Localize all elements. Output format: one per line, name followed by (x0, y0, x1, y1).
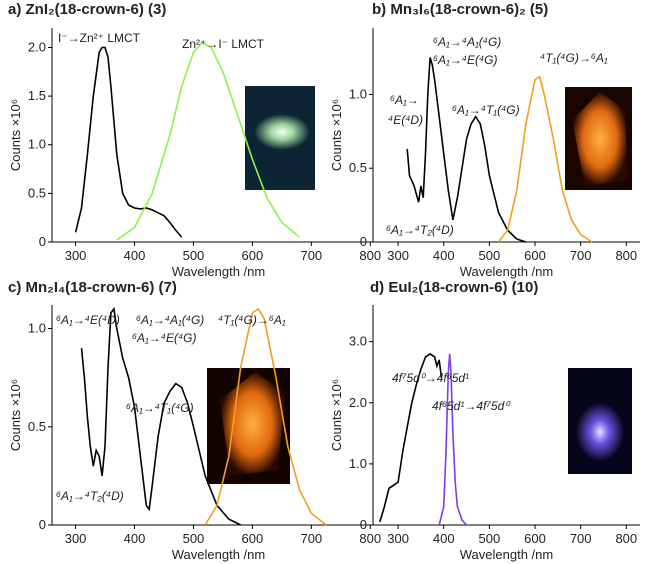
x-tick-label: 500 (183, 248, 205, 263)
x-tick-label: 300 (65, 248, 87, 263)
annotation: ⁶A₁→⁴E(⁴D) (56, 313, 120, 327)
x-tick-label: 700 (570, 248, 592, 263)
x-tick-label: 300 (65, 531, 87, 546)
annotation: Zn²⁺→I⁻ LMCT (182, 37, 265, 51)
x-tick-label: 700 (300, 531, 322, 546)
annotation: ⁶A₁→⁴T₂(⁴D) (56, 489, 124, 503)
y-tick-label: 0.5 (28, 185, 46, 200)
annotation: ⁶A₁→⁴T₁(⁴G) (452, 103, 520, 117)
annotation: ⁶A₁→⁴A₁(⁴G) (433, 35, 501, 49)
y-tick-label: 1.0 (349, 86, 367, 101)
spectrum-line (438, 353, 468, 526)
x-tick-label: 300 (387, 248, 409, 263)
y-tick-label: 0 (39, 517, 46, 532)
x-tick-label: 400 (433, 248, 455, 263)
annotation: 4f⁶5d¹→4f⁷5d⁰ (432, 399, 511, 413)
x-tick-label: 700 (300, 248, 322, 263)
annotation: I⁻→Zn²⁺ LMCT (58, 31, 141, 45)
y-tick-label: 3.0 (349, 334, 367, 349)
y-tick-label: 1.0 (28, 137, 46, 152)
x-tick-label: 700 (570, 531, 592, 546)
y-tick-label: 0 (360, 234, 367, 249)
x-tick-label: 600 (524, 531, 546, 546)
x-tick-label: 800 (615, 248, 637, 263)
photo-glow (572, 92, 628, 186)
x-axis-label: Wavelength /nm (460, 547, 553, 562)
spectrum-line (379, 352, 443, 523)
y-tick-label: 0.5 (28, 419, 46, 434)
panel-title: b) Mn₃I₆(18-crown-6)₂ (5) (372, 1, 548, 18)
annotation: ⁶A₁→⁴T₁(⁴G) (126, 401, 194, 415)
y-axis-label: Counts ×10⁶ (8, 99, 23, 171)
y-tick-label: 2.0 (349, 395, 367, 410)
spectrum-line (74, 46, 183, 238)
x-tick-label: 500 (479, 248, 501, 263)
annotation: ⁴T₁(⁴G)→⁶A₁ (218, 313, 286, 327)
panel-title: c) Mn₂I₄(18-crown-6) (7) (8, 279, 177, 296)
x-tick-label: 600 (242, 531, 264, 546)
x-tick-label: 300 (387, 531, 409, 546)
x-axis-label: Wavelength /nm (460, 264, 553, 279)
spectrum-line (80, 306, 241, 526)
x-axis-label: Wavelength /nm (172, 547, 265, 562)
annotation: ⁴E(⁴D) (388, 113, 423, 127)
annotation: ⁴T₁(⁴G)→⁶A₁ (540, 51, 608, 65)
y-tick-label: 2.0 (28, 39, 46, 54)
photo-glow (254, 114, 310, 150)
x-tick-label: 800 (359, 531, 381, 546)
x-tick-label: 800 (359, 248, 381, 263)
y-tick-label: 1.0 (28, 321, 46, 336)
y-tick-label: 1.0 (349, 456, 367, 471)
annotation: ⁶A₁→ (390, 93, 419, 107)
y-axis-label: Counts ×10⁶ (329, 379, 344, 451)
x-tick-label: 600 (524, 248, 546, 263)
x-tick-label: 600 (242, 248, 264, 263)
y-axis-label: Counts ×10⁶ (8, 379, 23, 451)
y-tick-label: 0 (360, 517, 367, 532)
annotation: ⁶A₁→⁴E(⁴G) (433, 53, 498, 67)
y-tick-label: 1.5 (28, 88, 46, 103)
spectrum-line (116, 41, 301, 241)
annotation: ⁶A₁→⁴T₂(⁴D) (386, 223, 454, 237)
x-tick-label: 400 (124, 248, 146, 263)
x-tick-label: 400 (433, 531, 455, 546)
spectrum-line (497, 75, 593, 243)
annotation: ⁶A₁→⁴A₁(⁴G) (136, 313, 204, 327)
y-tick-label: 0 (39, 234, 46, 249)
y-tick-label: 0.5 (349, 160, 367, 175)
annotation: ⁶A₁→⁴E(⁴G) (132, 331, 197, 345)
x-tick-label: 400 (124, 531, 146, 546)
spectrum-line (204, 307, 327, 526)
photo-glow (576, 402, 624, 462)
panel-title: a) ZnI₂(18-crown-6) (3) (8, 1, 166, 18)
panel-title: d) EuI₂(18-crown-6) (10) (370, 279, 538, 296)
x-tick-label: 500 (479, 531, 501, 546)
x-tick-label: 800 (615, 531, 637, 546)
x-axis-label: Wavelength /nm (172, 264, 265, 279)
y-axis-label: Counts ×10⁶ (329, 99, 344, 171)
x-tick-label: 500 (183, 531, 205, 546)
spectrum-line (406, 57, 527, 243)
annotation: 4f⁷5d⁰→4f⁶5d¹ (392, 371, 469, 385)
